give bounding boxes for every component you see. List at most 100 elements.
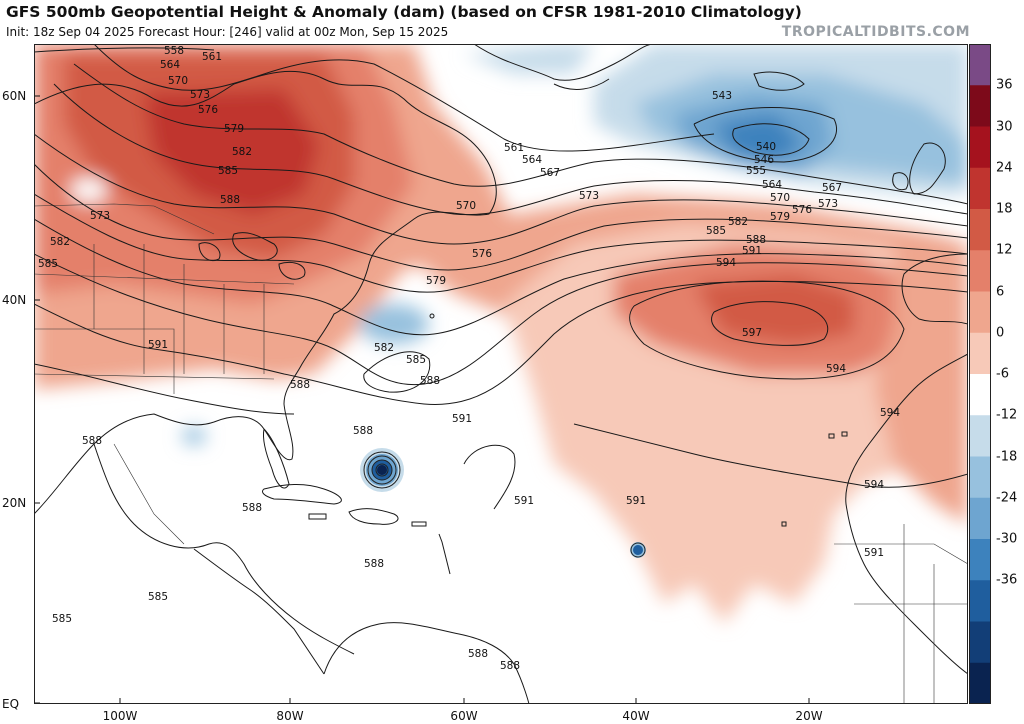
tropical-disturbance (630, 542, 646, 558)
colorbar-label: 30 (996, 119, 1013, 134)
colorbar-segment (969, 167, 991, 210)
contour-label: 585 (52, 613, 72, 625)
contour-label: 576 (472, 248, 492, 260)
contour-label: 594 (826, 363, 846, 375)
contour-label: 588 (420, 375, 440, 387)
contour-label: 570 (168, 75, 188, 87)
contour-label: 573 (579, 190, 599, 202)
contour-label: 564 (522, 154, 542, 166)
lat-label-20n: 20N (2, 496, 27, 510)
contour-label: 588 (746, 234, 766, 246)
contour-label: 579 (426, 275, 446, 287)
contour-label: 588 (220, 194, 240, 206)
colorbar-label: 24 (996, 160, 1013, 176)
colorbar-label: -6 (996, 366, 1009, 382)
lat-label-60n: 60N (2, 89, 27, 103)
contour-label: 567 (540, 167, 560, 179)
contour-label: 564 (762, 179, 782, 191)
colorbar-label: 0 (996, 325, 1005, 341)
lon-label-100w: 100W (102, 709, 138, 723)
contour-label: 546 (754, 154, 774, 166)
contour-label: 555 (746, 165, 766, 177)
contour-label: 576 (198, 104, 218, 116)
colorbar-label: -24 (996, 490, 1018, 506)
colorbar-segment (969, 497, 991, 540)
colorbar-label: 6 (996, 284, 1005, 299)
colorbar-label: -36 (996, 572, 1018, 588)
contour-label: 588 (364, 558, 384, 570)
contour-label: 561 (504, 142, 524, 154)
contour-label: 588 (353, 425, 373, 437)
contour-label: 573 (190, 89, 210, 101)
contour-label: 591 (452, 413, 472, 425)
contour-label: 588 (500, 660, 520, 672)
colorbar-label: -12 (996, 407, 1018, 423)
colorbar-segment (969, 291, 991, 334)
contour-label: 582 (50, 236, 70, 248)
contour-label: 561 (202, 51, 222, 63)
political-borders (34, 203, 968, 704)
contour-label: 573 (90, 210, 110, 222)
contour-label: 588 (468, 648, 488, 660)
contour-label: 573 (818, 198, 838, 210)
hurricane-center (360, 448, 404, 492)
contour-label: 543 (712, 90, 732, 102)
colorbar-segment (969, 332, 991, 375)
anomaly-colorbar (969, 44, 991, 704)
colorbar-segment (969, 250, 991, 292)
colorbar-segment (969, 621, 991, 664)
colorbar-segment (969, 85, 991, 127)
contour-label: 582 (728, 216, 748, 228)
colorbar-label: 12 (996, 242, 1013, 258)
lat-label-40n: 40N (2, 293, 27, 307)
contour-label: 588 (242, 502, 262, 514)
lon-label-40w: 40W (622, 709, 650, 723)
map-title: GFS 500mb Geopotential Height & Anomaly … (6, 3, 802, 21)
colorbar-label: 18 (996, 201, 1013, 217)
lon-label-20w: 20W (795, 709, 823, 723)
contour-label: 591 (742, 245, 762, 257)
coastlines (34, 44, 968, 704)
contour-label: 540 (756, 141, 776, 153)
contour-label: 588 (290, 379, 310, 391)
map-subtitle: Init: 18z Sep 04 2025 Forecast Hour: [24… (6, 25, 449, 39)
contour-label: 585 (38, 258, 58, 270)
contour-label: 582 (232, 146, 252, 158)
lat-label-eq: EQ (2, 697, 20, 711)
contour-label: 564 (160, 59, 180, 71)
contour-label: 585 (218, 165, 238, 177)
contour-label: 591 (514, 495, 534, 507)
contour-label: 567 (822, 182, 842, 194)
contour-label: 585 (706, 225, 726, 237)
brand-watermark: TROPICALTIDBITS.COM (781, 24, 970, 40)
colorbar-segment (969, 415, 991, 457)
contour-label: 591 (864, 547, 884, 559)
colorbar-segment (969, 456, 991, 499)
colorbar-segment (969, 44, 991, 86)
contour-label: 597 (742, 327, 762, 339)
contour-label: 585 (148, 591, 168, 603)
height-contours (34, 44, 968, 510)
contour-label: 588 (82, 435, 102, 447)
lon-label-60w: 60W (450, 709, 478, 723)
lon-label-80w: 80W (276, 709, 304, 723)
contour-label: 594 (880, 407, 900, 419)
colorbar-segment (969, 374, 991, 416)
contour-label: 594 (864, 479, 884, 491)
colorbar-label: 36 (996, 77, 1013, 93)
weather-map: 558 561 564 570 573 576 579 582 585 588 … (34, 44, 968, 704)
contour-label: 579 (770, 211, 790, 223)
contour-label: 576 (792, 204, 812, 216)
colorbar-segment (969, 126, 991, 169)
contour-label: 570 (770, 192, 790, 204)
contour-label: 594 (716, 257, 736, 269)
contour-labels: 558 561 564 570 573 576 579 582 585 588 … (38, 45, 900, 672)
colorbar-label: -18 (996, 449, 1018, 464)
contour-label: 585 (406, 354, 426, 366)
contour-label: 582 (374, 342, 394, 354)
colorbar-segment (969, 209, 991, 251)
contour-label: 558 (164, 45, 184, 57)
contour-label: 579 (224, 123, 244, 135)
colorbar-segment (969, 539, 991, 581)
colorbar-segment (969, 580, 991, 622)
